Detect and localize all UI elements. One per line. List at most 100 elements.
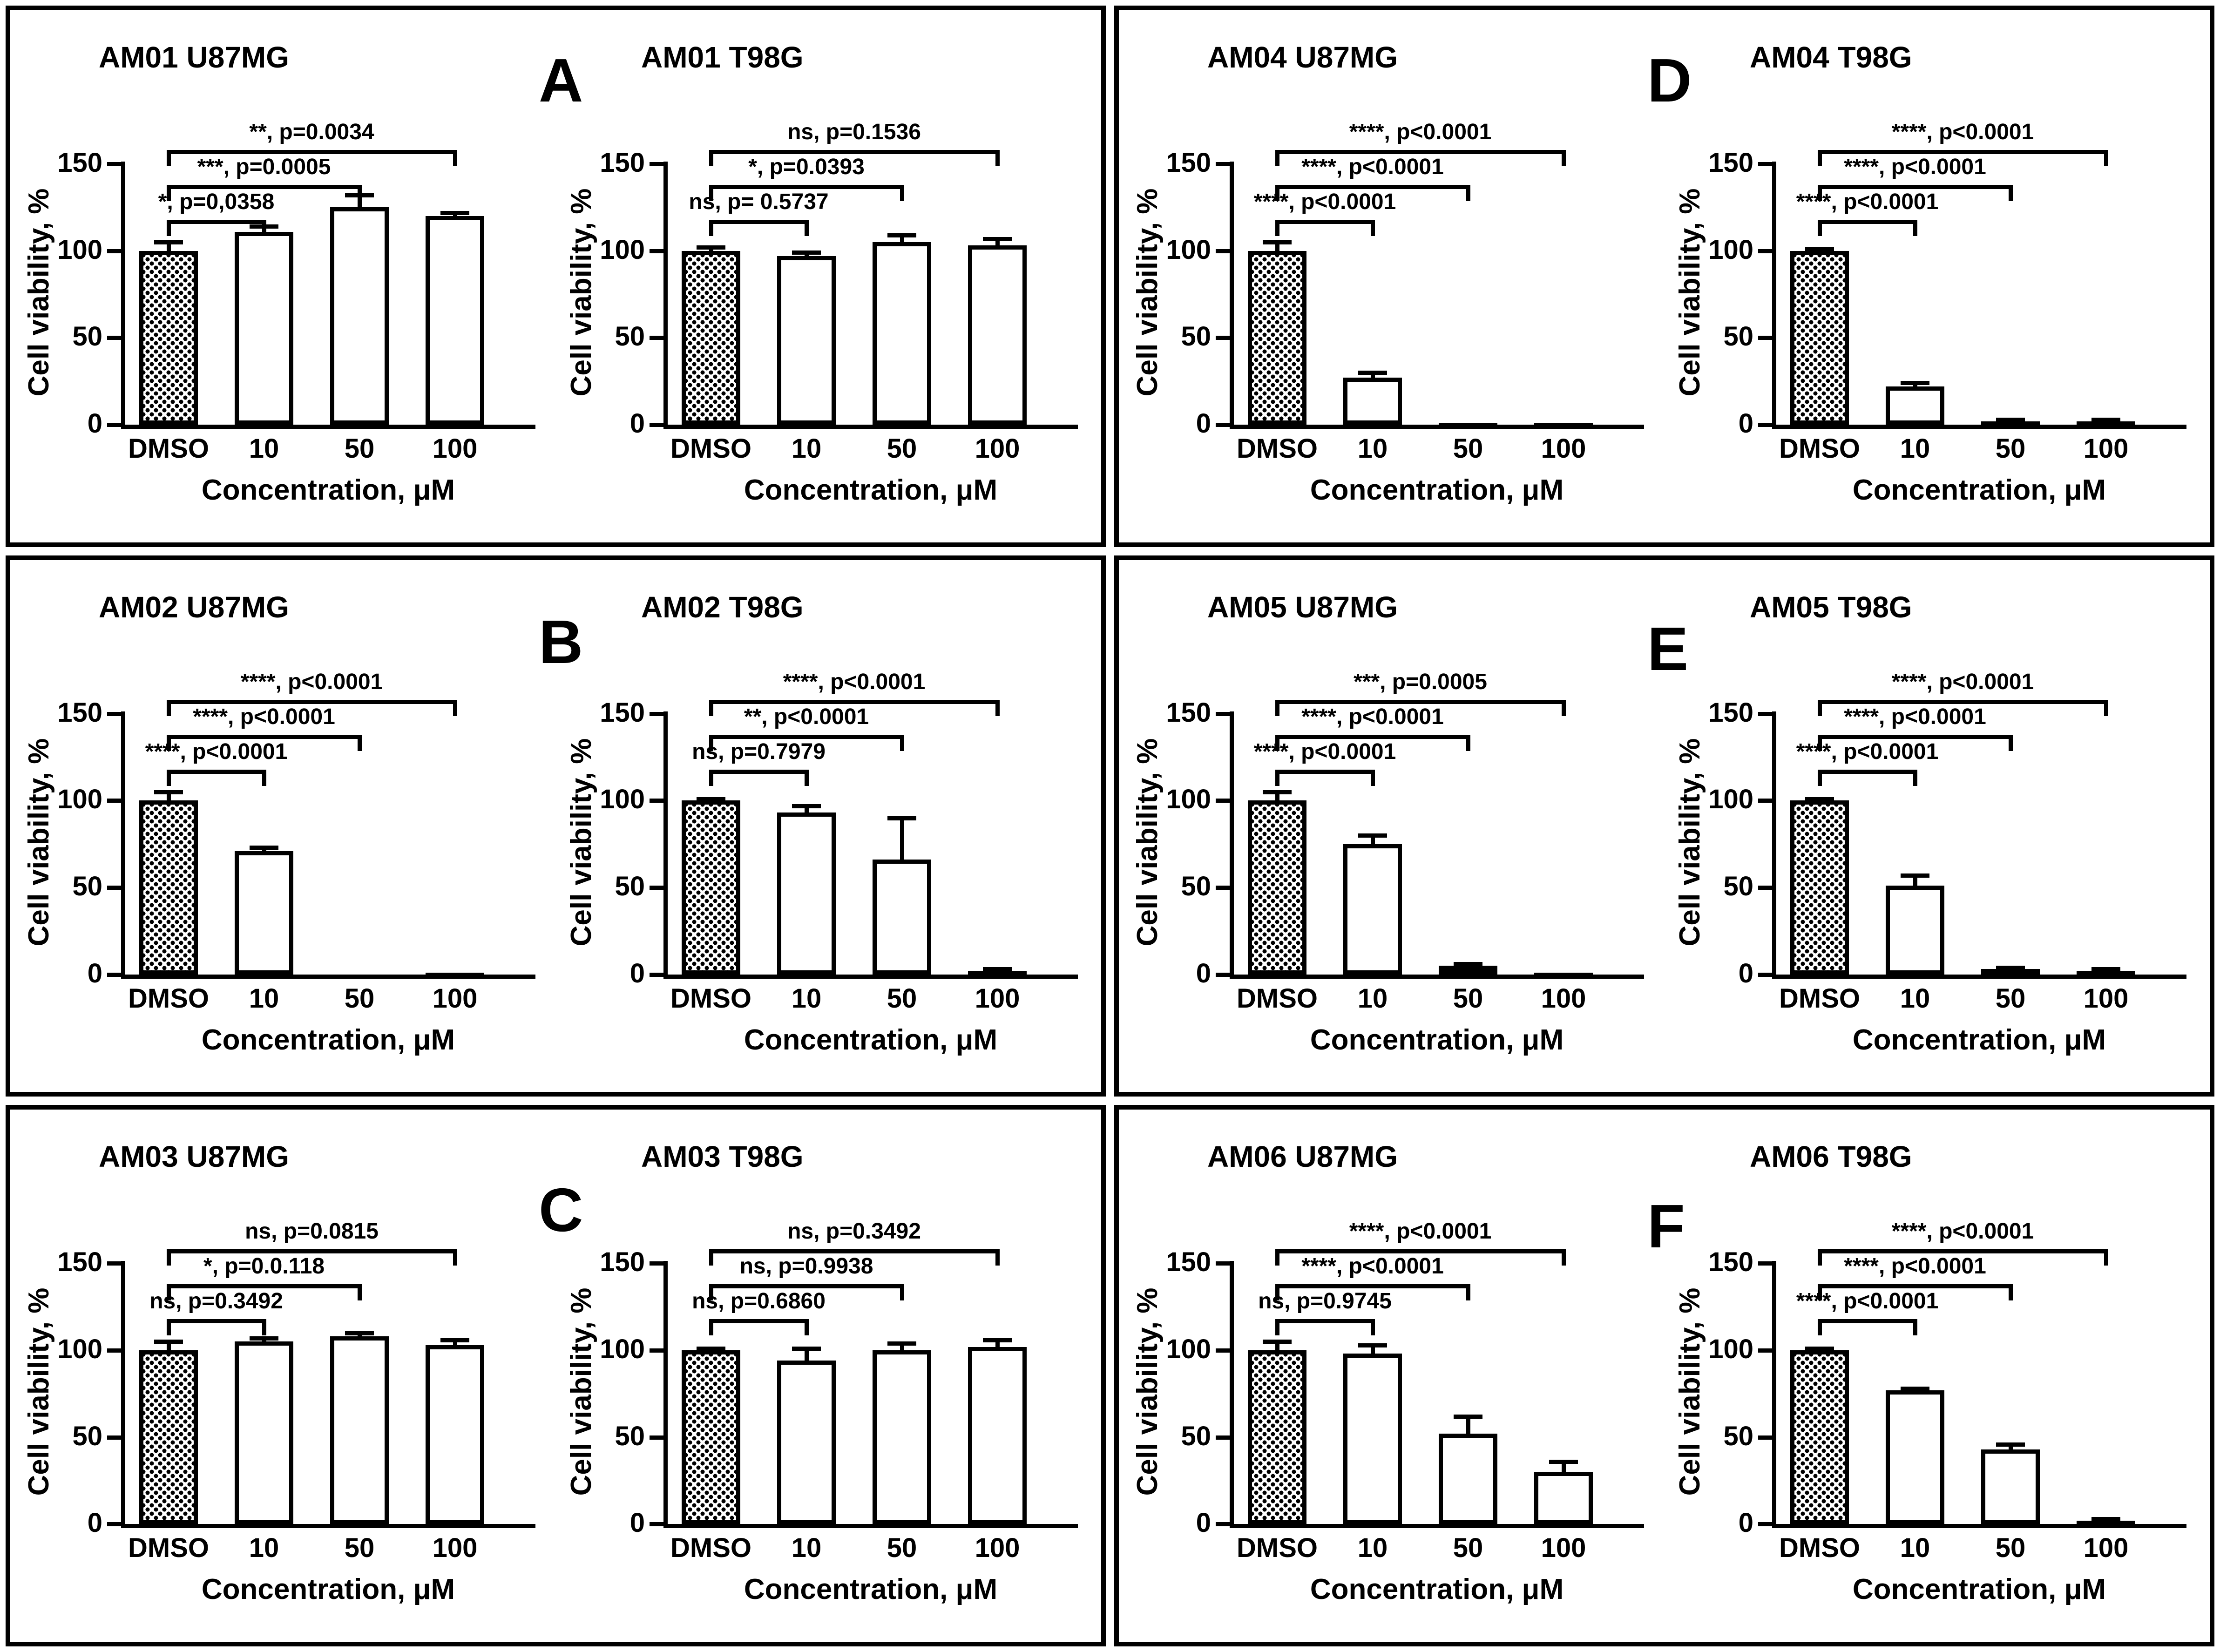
error-bar-cap <box>1996 417 2025 422</box>
y-tick-mark <box>107 1435 121 1440</box>
x-tick-label-10: 10 <box>249 433 279 464</box>
panel-a-charts: AM01 U87MG 0 50 100 150 Cell viability, % *, p… <box>10 10 1101 535</box>
y-tick-mark <box>650 249 663 253</box>
y-tick-label: 0 <box>87 408 102 439</box>
y-tick-mark <box>107 249 121 253</box>
x-tick-label-10: 10 <box>1900 983 1930 1014</box>
significance-bracket-dmso-vs-10 <box>1275 769 1375 786</box>
bar-dose-100 <box>1534 1472 1593 1524</box>
bar-dose-100 <box>1534 423 1593 425</box>
error-bar-line <box>900 235 904 242</box>
bar-control-dmso <box>139 800 198 975</box>
error-bar-line <box>805 806 809 813</box>
x-tick-label-50: 50 <box>344 433 375 464</box>
error-bar-cap <box>697 1347 725 1351</box>
y-tick-mark <box>1216 162 1230 166</box>
x-tick-label-100: 100 <box>432 983 478 1014</box>
error-bar-cap <box>1454 962 1482 967</box>
panel-e-charts: AM05 U87MG 0 50 100 150 Cell viability, % ****… <box>1119 560 2210 1085</box>
panel-letter-e: E <box>1647 614 1689 683</box>
y-tick-mark <box>1758 249 1772 253</box>
x-tick-label-10: 10 <box>1357 1533 1388 1564</box>
significance-label-dmso-vs-50: ****, p<0.0001 <box>1844 1254 1986 1279</box>
y-tick-mark <box>1216 1348 1230 1353</box>
panel-letter-f: F <box>1647 1192 1685 1261</box>
error-bar-cap <box>983 237 1012 241</box>
y-tick-mark <box>1216 1522 1230 1527</box>
panel-letter-c: C <box>539 1176 583 1245</box>
chart-title: AM02 T98G <box>641 590 804 624</box>
y-axis-line <box>663 162 668 429</box>
significance-bracket-dmso-vs-50 <box>709 734 904 751</box>
x-tick-label-50: 50 <box>1453 983 1483 1014</box>
y-tick-mark <box>1216 711 1230 716</box>
error-bar-cap <box>1805 797 1834 801</box>
bar-dose-50 <box>1439 965 1497 975</box>
chart-title: AM03 T98G <box>641 1140 804 1174</box>
significance-bracket-dmso-vs-10 <box>1818 769 1917 786</box>
error-bar-cap <box>887 1341 916 1346</box>
x-axis-line <box>1230 1524 1644 1529</box>
y-tick-mark <box>650 711 663 716</box>
x-axis-title: Concentration, μM <box>1310 1023 1564 1056</box>
y-tick-mark <box>1758 799 1772 803</box>
x-axis-title: Concentration, μM <box>1852 1023 2106 1056</box>
y-axis-line <box>121 162 125 429</box>
chart-am03-t98g: AM03 T98G 0 50 100 150 Cell viability, % ns, p… <box>553 1115 1095 1634</box>
x-axis-title: Concentration, μM <box>1310 1573 1564 1606</box>
significance-label-dmso-vs-50: ****, p<0.0001 <box>1844 155 1986 179</box>
bar-dose-100 <box>426 972 484 975</box>
y-tick-label: 150 <box>57 1247 102 1278</box>
x-tick-label-50: 50 <box>887 1533 917 1564</box>
y-axis-line <box>121 1261 125 1529</box>
significance-bracket-dmso-vs-10 <box>709 220 809 236</box>
significance-label-dmso-vs-50: ns, p=0.9938 <box>739 1254 873 1279</box>
significance-bracket-dmso-vs-10 <box>167 1319 266 1336</box>
significance-label-dmso-vs-100: ****, p<0.0001 <box>240 669 383 694</box>
x-axis-line <box>663 1524 1078 1529</box>
error-bar-cap <box>1358 1343 1387 1347</box>
significance-label-dmso-vs-10: ns, p=0.7979 <box>692 739 826 764</box>
bar-dose-50 <box>1439 1434 1497 1524</box>
error-bar-line <box>167 792 171 801</box>
error-bar-cap <box>1901 873 1929 878</box>
y-tick-mark <box>1216 885 1230 890</box>
y-tick-label: 0 <box>629 1508 645 1538</box>
bar-dose-10 <box>1886 386 1944 425</box>
x-axis-title: Concentration, μM <box>1852 1573 2106 1606</box>
significance-label-dmso-vs-100: **, p=0.0034 <box>249 120 374 144</box>
y-tick-mark <box>650 1522 663 1527</box>
error-bar-cap <box>1805 1347 1834 1351</box>
significance-bracket-dmso-vs-100 <box>1275 1249 1566 1266</box>
y-axis-title: Cell viability, % <box>23 188 55 397</box>
y-tick-label: 50 <box>615 1421 645 1451</box>
bar-control-dmso <box>139 251 198 425</box>
significance-bracket-dmso-vs-50 <box>1275 185 1470 201</box>
x-axis-title: Concentration, μM <box>744 1573 998 1606</box>
x-tick-label-DMSO: DMSO <box>670 433 751 464</box>
x-tick-label-50: 50 <box>1453 433 1483 464</box>
y-tick-mark <box>107 885 121 890</box>
y-axis-title: Cell viability, % <box>1131 1287 1164 1496</box>
y-tick-label: 100 <box>57 784 102 815</box>
x-tick-label-DMSO: DMSO <box>128 983 209 1014</box>
error-bar-line <box>1562 1461 1566 1472</box>
x-tick-label-100: 100 <box>1541 1533 1586 1564</box>
error-bar-line <box>805 1348 809 1361</box>
y-tick-label: 100 <box>1166 1334 1211 1364</box>
significance-label-dmso-vs-50: ****, p<0.0001 <box>1844 704 1986 729</box>
y-tick-mark <box>1758 1522 1772 1527</box>
chart-title: AM05 T98G <box>1750 590 1912 624</box>
bar-control-dmso <box>682 251 740 425</box>
significance-label-dmso-vs-10: ns, p=0.6860 <box>692 1289 826 1314</box>
y-tick-mark <box>1216 423 1230 427</box>
error-bar-line <box>1371 835 1375 844</box>
x-tick-label-DMSO: DMSO <box>1237 1533 1318 1564</box>
chart-title: AM03 U87MG <box>99 1140 289 1174</box>
x-tick-label-DMSO: DMSO <box>1779 433 1860 464</box>
x-tick-label-10: 10 <box>791 1533 822 1564</box>
error-bar-cap <box>983 1338 1012 1342</box>
bar-dose-50 <box>1439 423 1497 425</box>
y-tick-label: 100 <box>1166 234 1211 265</box>
y-tick-mark <box>650 972 663 977</box>
